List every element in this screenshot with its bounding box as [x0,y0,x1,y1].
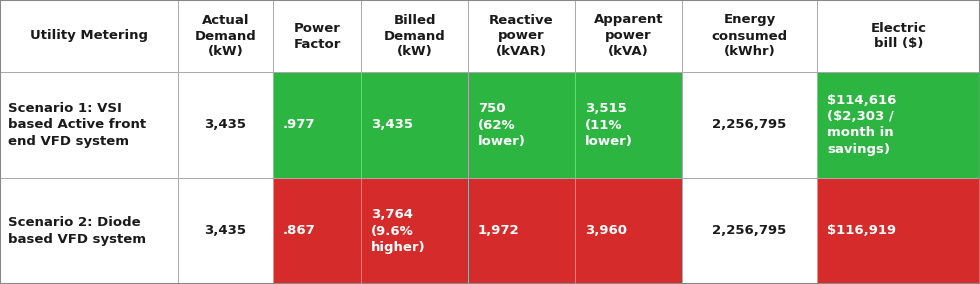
Bar [273,0,361,72]
Text: $116,919: $116,919 [827,224,896,237]
Text: 750
(62%
lower): 750 (62% lower) [478,103,526,147]
Text: Apparent
power
(kVA): Apparent power (kVA) [594,14,663,59]
Bar [682,72,817,178]
Text: Electric
bill ($): Electric bill ($) [870,22,926,51]
Text: 3,764
(9.6%
higher): 3,764 (9.6% higher) [371,208,425,254]
Text: .867: .867 [283,224,316,237]
Bar [682,178,817,284]
Text: Scenario 2: Diode
based VFD system: Scenario 2: Diode based VFD system [8,216,146,245]
Bar [178,178,273,284]
Bar [0,72,178,178]
Bar [361,178,468,284]
Bar [0,178,178,284]
Text: Reactive
power
(kVAR): Reactive power (kVAR) [489,14,554,59]
Bar [361,72,468,178]
Text: Power
Factor: Power Factor [293,22,341,51]
Text: 2,256,795: 2,256,795 [712,224,787,237]
Bar [0,0,178,72]
Bar [468,0,575,72]
Text: 2,256,795: 2,256,795 [712,118,787,131]
Bar [817,0,980,72]
Bar [178,72,273,178]
Bar [273,72,361,178]
Bar [575,178,682,284]
Bar [468,72,575,178]
Text: 3,435: 3,435 [371,118,413,131]
Bar [468,178,575,284]
Text: Scenario 1: VSI
based Active front
end VFD system: Scenario 1: VSI based Active front end V… [8,103,146,147]
Bar [817,178,980,284]
Bar [575,72,682,178]
Bar [361,0,468,72]
Text: Energy
consumed
(kWhr): Energy consumed (kWhr) [711,14,788,59]
Text: 3,960: 3,960 [585,224,627,237]
Text: 1,972: 1,972 [478,224,519,237]
Text: Billed
Demand
(kW): Billed Demand (kW) [383,14,445,59]
Bar [682,0,817,72]
Text: 3,435: 3,435 [205,118,247,131]
Bar [178,0,273,72]
Bar [575,0,682,72]
Text: 3,435: 3,435 [205,224,247,237]
Text: $114,616
($2,303 /
month in
savings): $114,616 ($2,303 / month in savings) [827,95,897,156]
Bar [817,72,980,178]
Text: Utility Metering: Utility Metering [30,30,148,43]
Text: Actual
Demand
(kW): Actual Demand (kW) [195,14,257,59]
Text: .977: .977 [283,118,316,131]
Bar [273,178,361,284]
Text: 3,515
(11%
lower): 3,515 (11% lower) [585,103,633,147]
